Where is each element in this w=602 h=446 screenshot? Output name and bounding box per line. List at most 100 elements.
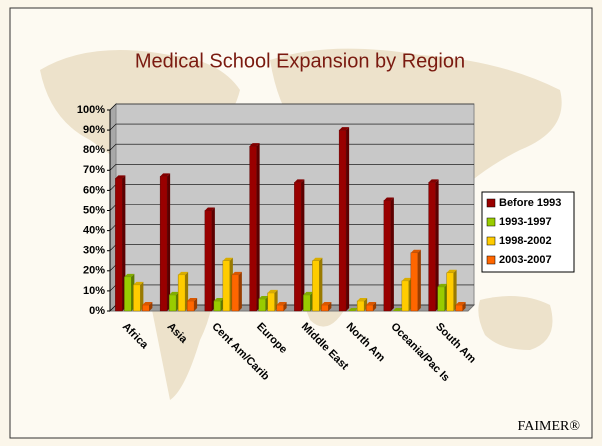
bar bbox=[383, 197, 394, 312]
y-tick-label: 50% bbox=[83, 204, 105, 216]
y-tick-label: 80% bbox=[83, 144, 105, 156]
bar-side bbox=[390, 197, 394, 311]
bar-front bbox=[204, 210, 213, 312]
bar-front bbox=[133, 284, 141, 312]
bar-front bbox=[177, 274, 186, 312]
legend-swatch bbox=[486, 217, 496, 227]
bar bbox=[177, 271, 189, 312]
bar-front bbox=[115, 178, 123, 312]
legend-label: 1993-1997 bbox=[499, 216, 552, 228]
bar bbox=[249, 143, 260, 312]
bar-front bbox=[437, 286, 445, 312]
bar-top bbox=[303, 291, 314, 295]
bar-top bbox=[258, 295, 269, 299]
bar-top bbox=[231, 271, 242, 275]
bar bbox=[303, 291, 314, 312]
bar-top bbox=[339, 127, 350, 131]
bar bbox=[365, 301, 377, 312]
bar bbox=[222, 257, 233, 312]
bar bbox=[142, 301, 153, 312]
bar-front bbox=[222, 260, 231, 312]
bar-top bbox=[133, 281, 144, 285]
bar-top bbox=[249, 143, 260, 147]
bar bbox=[321, 301, 332, 312]
bar-front bbox=[142, 304, 150, 312]
bar bbox=[159, 173, 171, 312]
bar-front bbox=[267, 292, 275, 312]
bar-side bbox=[256, 143, 260, 311]
bar-top bbox=[410, 249, 421, 253]
bar-top bbox=[455, 301, 466, 305]
legend-swatch bbox=[486, 198, 496, 208]
y-tick-label: 100% bbox=[77, 104, 105, 116]
bar-front bbox=[159, 176, 168, 312]
y-tick-label: 60% bbox=[83, 184, 105, 196]
bar-top bbox=[187, 297, 198, 301]
bar bbox=[115, 175, 126, 312]
footer: FAIMER® bbox=[518, 419, 581, 434]
bar-side bbox=[435, 179, 439, 311]
bar-top bbox=[366, 301, 377, 305]
bar-front bbox=[213, 300, 222, 312]
bar-top bbox=[357, 297, 368, 301]
bar-top bbox=[204, 207, 215, 211]
y-tick-label: 30% bbox=[83, 245, 105, 257]
bar-side bbox=[453, 269, 457, 311]
bar bbox=[410, 249, 421, 312]
bar-top bbox=[115, 175, 126, 179]
bar-side bbox=[149, 301, 153, 311]
bar-top bbox=[142, 301, 153, 305]
bar-top bbox=[312, 257, 323, 261]
bar bbox=[401, 277, 412, 312]
bar-front bbox=[303, 294, 311, 312]
bar-side bbox=[167, 173, 171, 311]
bar bbox=[124, 273, 135, 312]
bar-top bbox=[401, 277, 412, 281]
y-tick-label: 20% bbox=[83, 265, 105, 277]
legend-swatch bbox=[486, 255, 496, 265]
bar-top bbox=[222, 257, 233, 261]
bar bbox=[428, 179, 439, 312]
bar bbox=[338, 127, 350, 312]
bar-top bbox=[276, 301, 287, 305]
bar bbox=[446, 269, 457, 312]
bar-front bbox=[168, 294, 177, 312]
bar bbox=[231, 271, 242, 312]
bar bbox=[276, 301, 287, 312]
bar bbox=[213, 297, 224, 312]
bar bbox=[267, 289, 278, 312]
y-tick-label: 40% bbox=[83, 225, 105, 237]
bar-front bbox=[401, 280, 410, 312]
bar bbox=[356, 297, 368, 312]
bar-side bbox=[194, 297, 198, 311]
bar-side bbox=[283, 301, 287, 311]
legend-label: Before 1993 bbox=[499, 197, 561, 209]
chart-title: Medical School Expansion by Region bbox=[135, 50, 465, 72]
bar-side bbox=[301, 179, 305, 311]
bar-top bbox=[178, 271, 189, 275]
bar-side bbox=[328, 301, 332, 311]
y-tick-label: 0% bbox=[89, 305, 105, 317]
bar-front bbox=[410, 252, 419, 312]
bar-front bbox=[294, 182, 302, 312]
bar-top bbox=[383, 197, 394, 201]
bar-front bbox=[338, 129, 347, 312]
grid-line bbox=[109, 103, 474, 111]
bar-top bbox=[294, 179, 305, 183]
bar bbox=[258, 295, 269, 312]
bar bbox=[133, 281, 144, 312]
bar-front bbox=[365, 304, 374, 312]
bar-front bbox=[276, 304, 284, 312]
bar bbox=[437, 283, 448, 312]
grid-line bbox=[109, 123, 474, 131]
y-tick-label: 70% bbox=[83, 164, 105, 176]
bar-front bbox=[124, 276, 132, 312]
bar bbox=[455, 301, 466, 312]
bar-side bbox=[140, 281, 144, 311]
bar-top bbox=[446, 269, 457, 273]
bar-side bbox=[346, 127, 350, 311]
bar-front bbox=[446, 272, 454, 312]
bar-front bbox=[258, 298, 266, 312]
bar-top bbox=[428, 179, 439, 183]
bar-top bbox=[160, 173, 171, 177]
